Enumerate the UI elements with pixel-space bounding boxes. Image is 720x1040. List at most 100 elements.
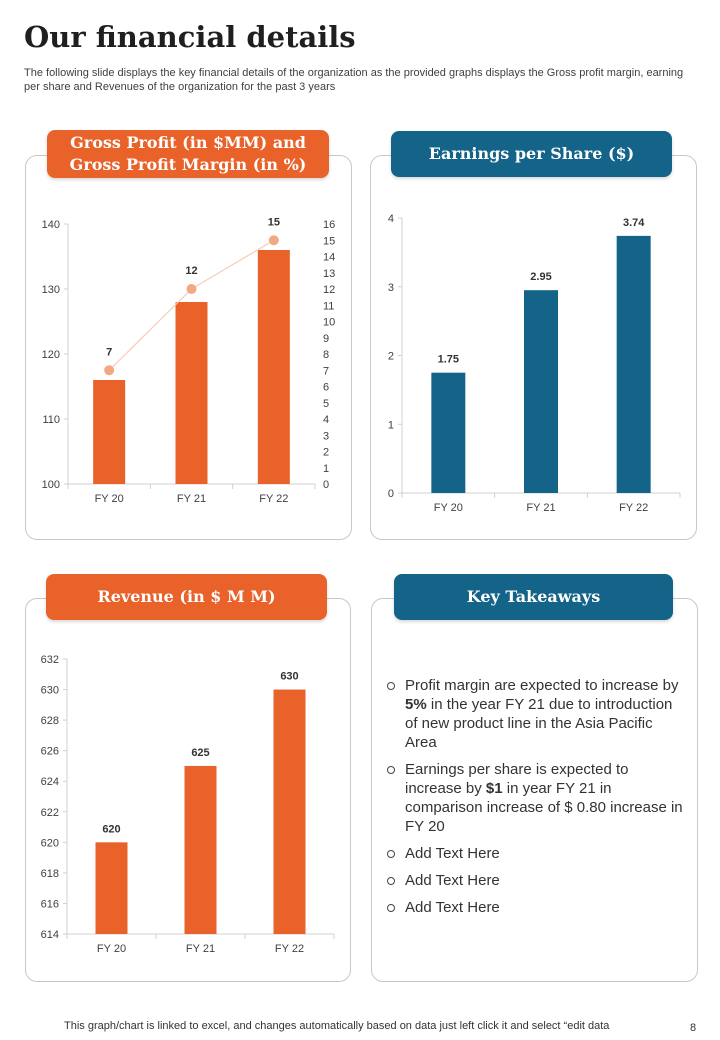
y2-tick-label: 4 xyxy=(323,414,329,426)
margin-data-label: 15 xyxy=(268,216,280,228)
gross-profit-title: Gross Profit (in $MM) and Gross Profit M… xyxy=(47,130,329,178)
y-tick-label: 4 xyxy=(388,213,394,225)
revenue-title: Revenue (in $ M M) xyxy=(46,574,327,620)
eps-title-text: Earnings per Share ($) xyxy=(428,144,635,163)
y2-tick-label: 15 xyxy=(323,235,335,247)
y2-tick-label: 5 xyxy=(323,398,329,410)
data-label: 3.74 xyxy=(623,217,645,229)
takeaway-item: Add Text Here xyxy=(384,844,684,863)
x-tick-label: FY 20 xyxy=(95,493,124,505)
x-tick-label: FY 21 xyxy=(177,493,206,505)
bar xyxy=(175,302,208,484)
circle-bullet-icon xyxy=(387,904,395,912)
y-tick-label: 616 xyxy=(41,898,59,910)
y-tick-label: 624 xyxy=(41,776,59,788)
bar xyxy=(524,290,558,493)
y2-tick-label: 16 xyxy=(323,219,335,231)
takeaway-text-bold: $1 xyxy=(485,780,503,797)
eps-title: Earnings per Share ($) xyxy=(391,131,672,177)
footer-note: This graph/chart is linked to excel, and… xyxy=(64,1020,610,1032)
page-number: 8 xyxy=(690,1022,697,1034)
data-label: 625 xyxy=(191,747,209,759)
circle-bullet-icon xyxy=(387,850,395,858)
revenue-title-text: Revenue (in $ M M) xyxy=(97,587,276,606)
takeaway-text-pre: Earnings per share is expected to increa… xyxy=(405,761,629,797)
y2-tick-label: 6 xyxy=(323,382,329,394)
bar xyxy=(257,250,290,484)
x-tick-label: FY 20 xyxy=(434,502,463,514)
margin-point xyxy=(268,235,279,246)
takeaways-list: Profit margin are expected to increase b… xyxy=(384,676,684,925)
margin-point xyxy=(104,365,115,376)
takeaway-item: Profit margin are expected to increase b… xyxy=(384,676,684,752)
takeaway-item: Add Text Here xyxy=(384,898,684,917)
bar xyxy=(616,235,651,493)
takeaway-text-pre: Add Text Here xyxy=(405,872,500,889)
takeaways-card xyxy=(371,598,698,982)
bar xyxy=(95,842,128,934)
takeaways-title-text: Key Takeaways xyxy=(466,587,601,606)
bar xyxy=(184,765,217,934)
y-tick-label: 620 xyxy=(41,837,59,849)
x-tick-label: FY 21 xyxy=(526,502,555,514)
takeaway-text-bold: 5% xyxy=(405,696,427,713)
y-tick-label: 622 xyxy=(41,807,59,819)
gross-profit-title-line2: Gross Profit Margin (in %) xyxy=(69,155,307,174)
y-tick-label: 140 xyxy=(42,219,60,231)
y2-tick-label: 9 xyxy=(323,333,329,345)
y2-tick-label: 3 xyxy=(323,430,329,442)
x-tick-label: FY 21 xyxy=(186,943,215,955)
y-tick-label: 630 xyxy=(41,685,59,697)
y-tick-label: 614 xyxy=(41,929,59,941)
y-tick-label: 626 xyxy=(41,746,59,758)
takeaway-item: Add Text Here xyxy=(384,871,684,890)
y2-tick-label: 12 xyxy=(323,284,335,296)
data-label: 630 xyxy=(280,671,298,683)
data-label: 1.75 xyxy=(438,354,459,366)
gross-profit-title-line1: Gross Profit (in $MM) and xyxy=(70,133,306,152)
y2-tick-label: 0 xyxy=(323,479,329,491)
circle-bullet-icon xyxy=(387,877,395,885)
takeaway-item: Earnings per share is expected to increa… xyxy=(384,760,684,836)
y-tick-label: 110 xyxy=(42,414,60,426)
y2-tick-label: 2 xyxy=(323,447,329,459)
eps-chart: 0 1 2 3 4 FY 20 1.75 FY 21 2.95 FY 22 3.74 xyxy=(388,213,681,514)
takeaway-text-post: in the year FY 21 due to introduction of… xyxy=(405,696,673,751)
margin-data-label: 12 xyxy=(185,265,197,277)
y-tick-label: 100 xyxy=(42,479,60,491)
circle-bullet-icon xyxy=(387,766,395,774)
x-tick-label: FY 22 xyxy=(259,493,288,505)
y-tick-label: 0 xyxy=(388,488,394,500)
x-tick-label: FY 22 xyxy=(619,502,648,514)
y-tick-label: 130 xyxy=(42,284,60,296)
y2-tick-label: 8 xyxy=(323,349,329,361)
page-subtitle: The following slide displays the key fin… xyxy=(24,67,684,93)
takeaway-text-post: in year FY 21 in comparison increase of … xyxy=(405,780,683,835)
circle-bullet-icon xyxy=(387,682,395,690)
data-label: 2.95 xyxy=(530,271,551,283)
page-title: Our financial details xyxy=(24,20,356,54)
margin-data-label: 7 xyxy=(106,346,112,358)
y2-tick-label: 1 xyxy=(323,463,329,475)
x-tick-label: FY 20 xyxy=(97,943,126,955)
takeaway-text-pre: Add Text Here xyxy=(405,899,500,916)
y-tick-label: 120 xyxy=(42,349,60,361)
y-tick-label: 2 xyxy=(388,351,394,363)
y-tick-label: 628 xyxy=(41,715,59,727)
revenue-chart: 614 616 618 620 622 624 626 628 630 632 FY 20 620 FY… xyxy=(41,654,335,955)
y-tick-label: 632 xyxy=(41,654,59,666)
y2-tick-label: 11 xyxy=(323,300,334,312)
x-tick-label: FY 22 xyxy=(275,943,304,955)
bar xyxy=(273,689,306,934)
y2-tick-label: 13 xyxy=(323,268,335,280)
y2-tick-label: 7 xyxy=(323,365,329,377)
takeaway-text-pre: Add Text Here xyxy=(405,845,500,862)
y-tick-label: 618 xyxy=(41,868,59,880)
bar xyxy=(93,380,126,484)
bar xyxy=(431,372,466,493)
y-tick-label: 3 xyxy=(388,282,394,294)
y2-tick-label: 14 xyxy=(323,252,335,264)
takeaway-text-pre: Profit margin are expected to increase b… xyxy=(405,677,679,694)
margin-point xyxy=(186,284,197,294)
